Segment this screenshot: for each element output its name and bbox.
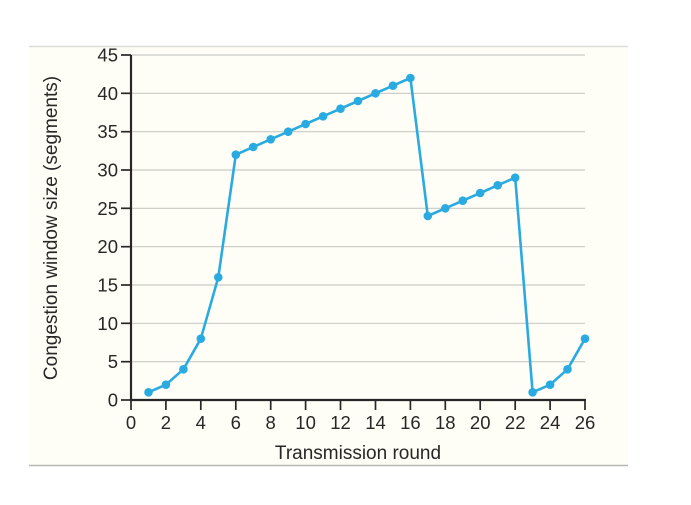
x-tick-label: 26 [575,412,596,433]
data-point [510,173,520,182]
y-tick-label: 5 [108,351,118,372]
data-point [406,73,415,83]
x-tick-label: 2 [161,412,171,433]
data-point [563,365,572,374]
data-point [336,104,345,113]
y-tick-label: 25 [97,198,118,219]
data-point [475,188,485,198]
data-point [318,112,328,121]
y-axis-title: Congestion window size (segments) [41,76,62,380]
y-tick-label: 15 [97,275,118,296]
data-point [283,127,293,136]
data-point [371,89,380,98]
data-point [441,204,450,213]
x-axis-title: Transmission round [275,443,441,464]
x-tick-label: 12 [330,412,351,433]
figure-panel [29,46,628,466]
x-tick-label: 8 [266,412,276,433]
data-point [388,81,398,90]
y-tick-label: 30 [97,160,118,181]
axes-layer [121,54,586,410]
data-point [458,196,468,205]
data-point [196,334,206,344]
data-point [493,181,503,190]
data-point [353,96,363,106]
data-point [580,334,590,344]
y-tick-label: 40 [97,83,118,104]
data-point [423,211,433,221]
y-tick-label: 0 [108,390,118,411]
y-tick-label: 20 [97,236,118,257]
gridlines-layer [131,54,585,363]
data-point [248,142,258,152]
tick-labels-layer: 0 2 4 6 8 10 12 14 16 18 20 22 24 2605101520253035404… [97,45,595,434]
x-tick-label: 22 [505,412,526,433]
x-tick-label: 14 [365,412,386,433]
data-point [528,388,537,397]
x-tick-label: 16 [400,412,421,433]
x-tick-label: 24 [540,412,561,433]
y-tick-label: 45 [97,45,118,66]
data-point [301,119,310,129]
x-tick-label: 20 [470,412,491,433]
data-point [545,380,555,390]
y-tick-label: 10 [97,313,118,334]
x-tick-label: 10 [295,412,316,433]
data-point [231,150,241,159]
x-tick-label: 4 [196,412,206,433]
data-point [144,388,153,397]
y-tick-label: 35 [97,121,118,142]
data-point [161,380,171,390]
data-series-layer [144,73,590,397]
x-tick-label: 0 [126,412,136,433]
data-point [179,365,188,374]
x-tick-label: 6 [231,412,241,433]
data-point [266,135,276,144]
x-tick-label: 18 [435,412,456,433]
data-point [214,273,223,282]
